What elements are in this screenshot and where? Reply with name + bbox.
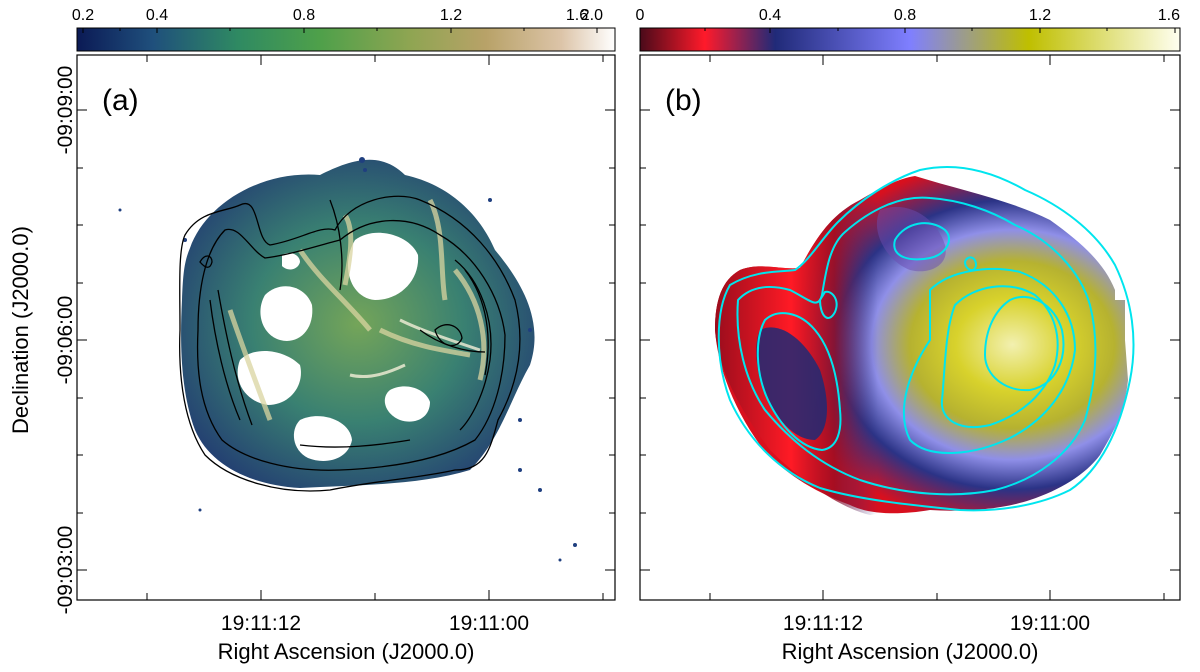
frame-b: [639, 54, 1181, 601]
panel-a-label: (a): [102, 84, 139, 117]
colorbar-a-tick-label: 1.6: [566, 7, 588, 24]
x-tick-label-b: 19:11:12: [783, 612, 863, 635]
x-axis-title-b: Right Ascension (J2000.0): [782, 639, 1039, 664]
colorbar-a: [76, 27, 616, 52]
colorbar-a-ticks: [82, 28, 598, 33]
y-axis-title: Declination (J2000.0): [8, 226, 33, 434]
colorbar-a-tick-label: 2.0: [581, 7, 603, 24]
y-tick-label: -09:03:00: [54, 526, 77, 615]
axis-ticks-b: [640, 55, 1180, 600]
emission-map-a: [118, 157, 577, 562]
x-tick-label-b: 19:11:00: [1010, 612, 1090, 635]
colorbar-b-tick-label: 1.2: [1029, 7, 1051, 24]
x-tick-label-a: 19:11:00: [449, 612, 529, 635]
x-tick-label-a: 19:11:12: [221, 612, 301, 635]
colorbar-a-tick-label: 0.8: [293, 7, 315, 24]
contours-b: [717, 165, 1135, 512]
contours-a: [179, 195, 521, 492]
panel-b: 0 0.4 0.8 1.2 1.6: [636, 7, 1181, 664]
colorbar-b-tick-label: 0.4: [759, 7, 781, 24]
axis-ticks-a: [77, 55, 615, 600]
y-tick-label: -09:09:00: [54, 66, 77, 155]
colorbar-a-tick-label: 0.2: [72, 7, 94, 24]
y-tick-label: -09:06:00: [54, 296, 77, 385]
frame-a: [76, 54, 616, 601]
colorbar-b-tick-label: 0.8: [894, 7, 916, 24]
panel-b-label: (b): [665, 84, 702, 117]
x-axis-title-a: Right Ascension (J2000.0): [218, 639, 475, 664]
colorbar-b-ticks: [639, 28, 1176, 33]
colorbar-b-tick-label: 0: [636, 7, 645, 24]
colorbar-a-tick-label: 0.4: [146, 7, 168, 24]
colorbar-a-tick-label: 1.2: [440, 7, 462, 24]
panel-a: 0.2 0.4 0.8 1.2 1.6 2.0: [8, 7, 616, 664]
colorbar-b: [639, 27, 1181, 52]
colorbar-b-tick-label: 1.6: [1158, 7, 1180, 24]
